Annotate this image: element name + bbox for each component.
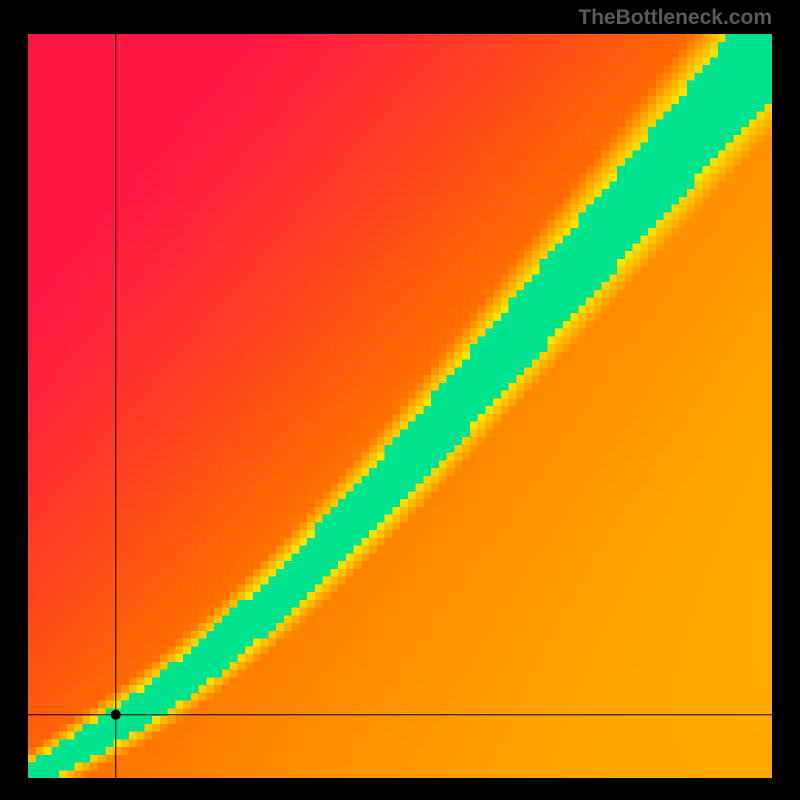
bottleneck-heatmap — [28, 34, 772, 778]
heatmap-canvas — [28, 34, 772, 778]
watermark-text: TheBottleneck.com — [578, 6, 772, 30]
